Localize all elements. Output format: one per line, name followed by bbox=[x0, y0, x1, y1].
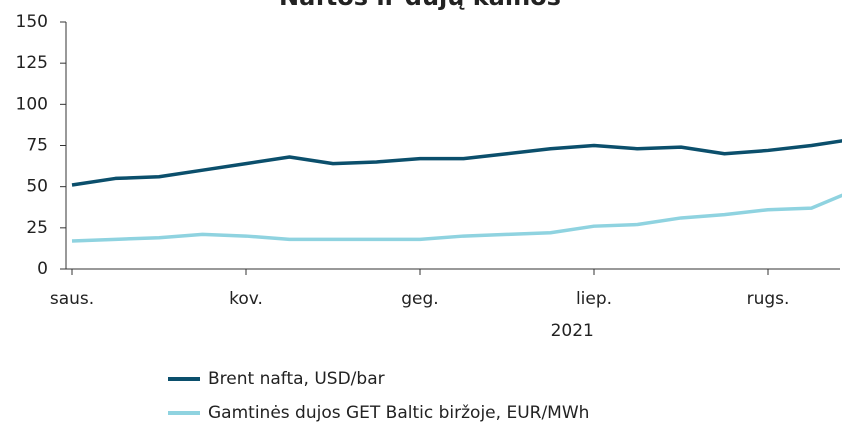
x-tick-label: kov. bbox=[229, 289, 263, 309]
year-label: 2021 bbox=[551, 321, 594, 341]
series-line bbox=[71, 193, 842, 243]
x-tick-label: saus. bbox=[50, 289, 94, 309]
x-tick-label: liep. bbox=[576, 289, 612, 309]
series-line bbox=[71, 139, 842, 187]
legend-label: Gamtinės dujos GET Baltic biržoje, EUR/M… bbox=[208, 403, 589, 423]
x-tick-label: rugs. bbox=[747, 289, 790, 309]
y-tick-label: 0 bbox=[37, 259, 48, 279]
legend-label: Brent nafta, USD/bar bbox=[208, 369, 385, 389]
y-tick-label: 50 bbox=[26, 177, 48, 197]
y-tick-label: 150 bbox=[16, 12, 48, 32]
y-tick-label: 75 bbox=[26, 136, 48, 156]
chart-title: Naftos ir dujų kainos bbox=[279, 0, 561, 11]
y-tick-label: 100 bbox=[16, 94, 48, 114]
x-tick-label: geg. bbox=[401, 289, 438, 309]
y-tick-label: 25 bbox=[26, 218, 48, 238]
y-tick-label: 125 bbox=[16, 53, 48, 73]
